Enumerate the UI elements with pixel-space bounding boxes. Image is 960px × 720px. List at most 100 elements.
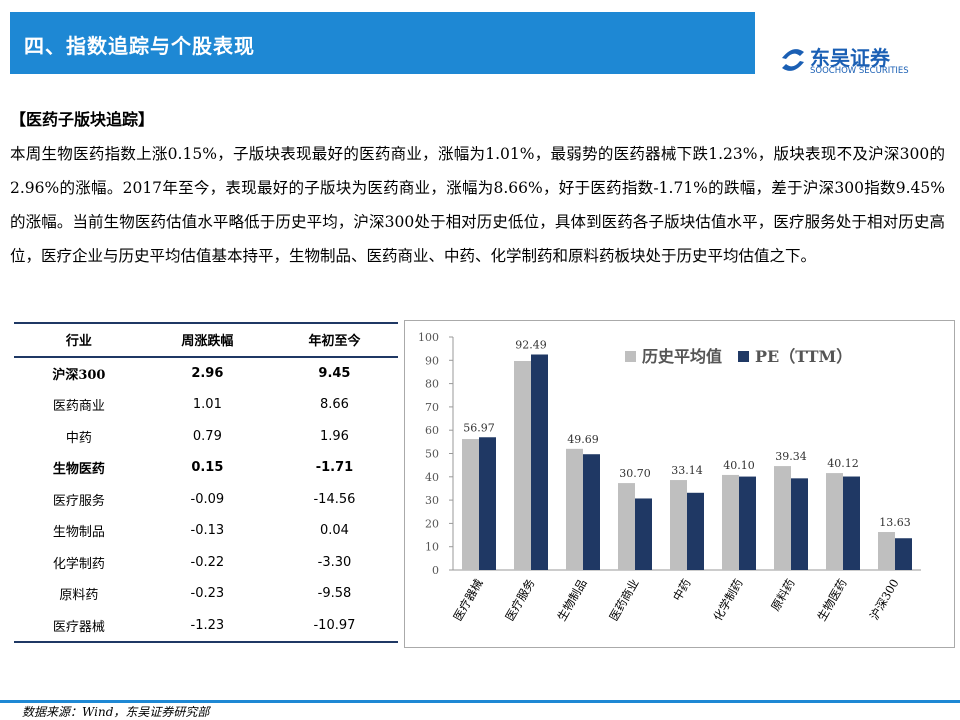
bar bbox=[670, 480, 687, 570]
table-row: 沪深300 2.96 9.45 bbox=[14, 357, 398, 390]
data-label: 40.10 bbox=[723, 459, 755, 472]
x-tick-label: 医药商业 bbox=[606, 577, 641, 624]
table-cell: -0.13 bbox=[190, 523, 225, 539]
table-header-cell: 行业 bbox=[14, 322, 144, 358]
x-tick-label: 沪深300 bbox=[867, 577, 902, 623]
y-tick-label: 90 bbox=[425, 354, 439, 367]
table-row: 原料药 -0.23 -9.58 bbox=[14, 578, 398, 610]
table-cell: 2.96 bbox=[191, 365, 224, 381]
bar bbox=[774, 466, 791, 570]
table-cell: 0.04 bbox=[319, 523, 349, 539]
y-tick-label: 0 bbox=[432, 564, 439, 577]
bar bbox=[739, 476, 756, 570]
bar bbox=[462, 439, 479, 570]
bar bbox=[843, 476, 860, 570]
data-label: 92.49 bbox=[515, 338, 547, 351]
table-cell: 中药 bbox=[65, 430, 92, 446]
footer-source: 数据来源：Wind，东吴证券研究部 bbox=[22, 705, 210, 719]
paragraph: 本周生物医药指数上涨0.15%，子版块表现最好的医药商业，涨幅为1.01%，最弱… bbox=[10, 145, 945, 265]
table-cell: -1.23 bbox=[143, 609, 271, 643]
chart: 0 10 20 30 40 50 60 70 80 90 100 56.97 医疗器械 92.49 医疗服务… bbox=[418, 331, 921, 624]
bar bbox=[722, 474, 739, 570]
table-cell: 生物医药 bbox=[52, 462, 105, 478]
table-cell: 生物制品 bbox=[52, 525, 105, 541]
y-tick-label: 20 bbox=[425, 517, 439, 530]
table-cell: 1.01 bbox=[192, 397, 222, 413]
x-tick-label: 化学制药 bbox=[710, 577, 745, 624]
table-cell: -3.30 bbox=[317, 554, 352, 570]
table-cell: -14.56 bbox=[313, 491, 356, 507]
table-cell: 1.96 bbox=[319, 428, 349, 444]
table-cell: -1.71 bbox=[315, 460, 354, 476]
bar bbox=[791, 478, 808, 570]
table-cell: 8.66 bbox=[319, 397, 349, 413]
x-tick-label: 原料药 bbox=[768, 577, 797, 614]
logo-text: 东吴证券 bbox=[810, 46, 890, 70]
table-header-cell: 年初至今 bbox=[270, 322, 398, 358]
bar bbox=[531, 354, 548, 570]
header-bar: 四、指数追踪与个股表现 bbox=[10, 12, 755, 74]
table-cell: 医疗器械 bbox=[14, 609, 144, 643]
logo: 东吴证券 SOOCHOW SECURITIES bbox=[778, 44, 953, 78]
y-tick-label: 60 bbox=[425, 424, 439, 437]
bar bbox=[895, 538, 912, 570]
data-label: 30.70 bbox=[619, 467, 651, 480]
table-header-row: 行业 周涨跌幅 年初至今 bbox=[14, 322, 398, 358]
table-cell: -0.23 bbox=[190, 586, 225, 602]
legend-swatch bbox=[625, 351, 636, 362]
table-row: 化学制药 -0.22 -3.30 bbox=[14, 547, 398, 579]
legend-label: PE（TTM） bbox=[755, 347, 852, 366]
table-row: 医疗器械 -1.23 -10.97 bbox=[14, 609, 398, 643]
bar bbox=[479, 437, 496, 570]
bar bbox=[514, 360, 531, 570]
legend-swatch bbox=[738, 351, 750, 362]
table-cell: 医疗服务 bbox=[52, 493, 105, 509]
x-tick-label: 生物医药 bbox=[814, 577, 849, 624]
table-cell: -0.22 bbox=[190, 554, 225, 570]
bar bbox=[687, 492, 704, 570]
table-cell: 0.15 bbox=[191, 460, 224, 476]
y-tick-label: 70 bbox=[425, 401, 439, 414]
data-label: 56.97 bbox=[463, 421, 495, 434]
table-cell: 原料药 bbox=[59, 588, 99, 604]
data-label: 33.14 bbox=[671, 464, 703, 477]
x-tick-label: 生物制品 bbox=[554, 577, 589, 624]
table-cell: -0.09 bbox=[190, 491, 225, 507]
bar bbox=[878, 532, 895, 570]
table-cell: -9.58 bbox=[317, 586, 352, 602]
table-cell: 0.79 bbox=[192, 428, 222, 444]
footer-line bbox=[0, 700, 960, 703]
table-cell: 9.45 bbox=[318, 365, 351, 381]
data-label: 13.63 bbox=[879, 516, 911, 529]
data-table: 行业 周涨跌幅 年初至今 沪深300 2.96 9.45 医药商业 1.01 8.66 中药 0.7… bbox=[14, 322, 398, 643]
table-row: 医药商业 1.01 8.66 bbox=[14, 389, 398, 421]
data-label: 49.69 bbox=[567, 433, 599, 446]
x-tick-label: 医疗服务 bbox=[502, 576, 537, 623]
data-label: 39.34 bbox=[775, 450, 807, 463]
y-tick-label: 10 bbox=[425, 541, 439, 554]
table-cell: -10.97 bbox=[270, 609, 398, 643]
y-tick-label: 50 bbox=[425, 448, 439, 461]
table-cell: 化学制药 bbox=[52, 556, 105, 572]
y-tick-label: 80 bbox=[425, 378, 439, 391]
chart-frame: 0 10 20 30 40 50 60 70 80 90 100 56.97 医疗器械 92.49 医疗服务… bbox=[404, 320, 955, 648]
x-tick-label: 中药 bbox=[670, 577, 694, 604]
y-tick-label: 100 bbox=[418, 331, 439, 344]
bar bbox=[826, 473, 843, 570]
table-row: 生物医药 0.15 -1.71 bbox=[14, 452, 398, 484]
x-tick-label: 医疗器械 bbox=[450, 576, 485, 623]
y-tick-label: 30 bbox=[425, 494, 439, 507]
y-tick-label: 40 bbox=[425, 471, 439, 484]
legend-label: 历史平均值 bbox=[642, 347, 722, 366]
bar bbox=[635, 498, 652, 570]
logo-subtext: SOOCHOW SECURITIES bbox=[810, 66, 909, 76]
bar bbox=[583, 454, 600, 570]
section-title: 【医药子版块追踪】 bbox=[10, 110, 155, 129]
table-header-cell: 周涨跌幅 bbox=[143, 322, 271, 358]
table-row: 生物制品 -0.13 0.04 bbox=[14, 515, 398, 547]
table-row: 中药 0.79 1.96 bbox=[14, 421, 398, 453]
bar bbox=[618, 483, 635, 570]
logo-icon bbox=[782, 49, 804, 71]
table-cell: 医药商业 bbox=[52, 399, 105, 415]
